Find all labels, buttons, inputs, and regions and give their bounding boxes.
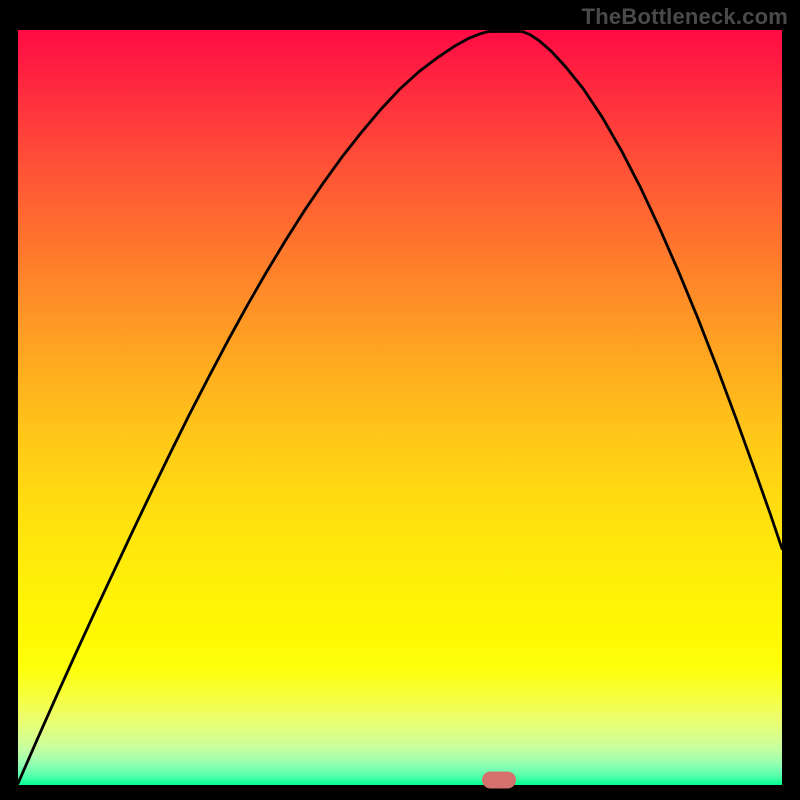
chart-root: { "watermark": { "text": "TheBottleneck.…: [0, 0, 800, 800]
plot-area: [18, 30, 782, 785]
optimum-marker: [482, 772, 516, 789]
bottleneck-curve: [18, 30, 782, 785]
watermark-text: TheBottleneck.com: [582, 4, 788, 30]
curve-path: [18, 32, 782, 784]
